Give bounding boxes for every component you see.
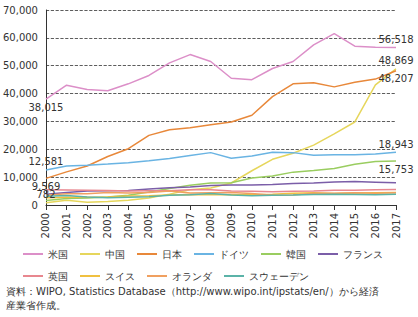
svg-text:20,000: 20,000 <box>3 144 38 155</box>
svg-text:2008: 2008 <box>205 213 216 238</box>
svg-text:9,569: 9,569 <box>32 181 61 192</box>
svg-text:米国: 米国 <box>48 249 68 260</box>
svg-text:資料：WIPO, Statistics Database（h: 資料：WIPO, Statistics Database（http://www.… <box>6 286 379 297</box>
svg-text:48,207: 48,207 <box>379 73 414 84</box>
svg-text:2001: 2001 <box>61 213 72 238</box>
svg-text:2002: 2002 <box>82 213 93 238</box>
svg-text:2000: 2000 <box>40 213 51 238</box>
svg-text:2013: 2013 <box>308 213 319 238</box>
svg-text:15,753: 15,753 <box>379 164 414 175</box>
svg-text:2006: 2006 <box>164 213 175 238</box>
svg-text:0: 0 <box>32 200 38 211</box>
svg-text:韓国: 韓国 <box>286 249 306 260</box>
svg-text:12,581: 12,581 <box>28 156 63 167</box>
svg-text:50,000: 50,000 <box>3 60 38 71</box>
svg-text:2003: 2003 <box>102 213 113 238</box>
svg-text:782: 782 <box>36 189 56 201</box>
svg-text:38,015: 38,015 <box>28 102 63 113</box>
svg-text:2012: 2012 <box>288 213 299 238</box>
svg-text:70,000: 70,000 <box>3 5 38 16</box>
svg-text:2010: 2010 <box>246 213 257 238</box>
svg-text:18,943: 18,943 <box>379 139 414 150</box>
svg-text:スウェーデン: スウェーデン <box>249 271 309 282</box>
svg-text:中国: 中国 <box>105 249 125 260</box>
svg-text:48,869: 48,869 <box>379 55 414 66</box>
svg-text:2005: 2005 <box>143 213 154 238</box>
svg-text:英国: 英国 <box>48 271 68 282</box>
svg-text:2011: 2011 <box>267 213 278 238</box>
svg-text:産業省作成。: 産業省作成。 <box>6 300 66 311</box>
svg-text:ドイツ: ドイツ <box>219 249 249 260</box>
svg-text:日本: 日本 <box>162 249 182 260</box>
svg-text:56,518: 56,518 <box>379 34 414 45</box>
svg-text:2009: 2009 <box>226 213 237 238</box>
svg-text:スイス: スイス <box>105 271 135 282</box>
svg-text:フランス: フランス <box>343 249 383 260</box>
svg-text:2007: 2007 <box>185 213 196 238</box>
svg-text:10,000: 10,000 <box>3 171 38 183</box>
svg-text:30,000: 30,000 <box>3 116 38 127</box>
svg-text:2004: 2004 <box>123 213 134 238</box>
svg-text:2016: 2016 <box>370 213 381 238</box>
svg-text:2017: 2017 <box>391 213 402 238</box>
svg-text:オランダ: オランダ <box>172 271 213 282</box>
svg-text:60,000: 60,000 <box>3 32 38 43</box>
svg-text:2015: 2015 <box>349 213 360 238</box>
svg-text:40,000: 40,000 <box>3 88 38 99</box>
svg-text:2014: 2014 <box>329 213 340 238</box>
